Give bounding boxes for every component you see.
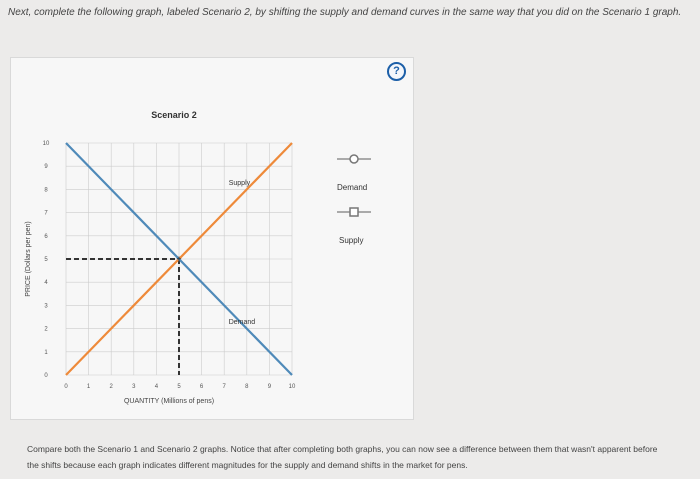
legend-supply-label: Supply bbox=[339, 236, 364, 245]
x-tick-label: 6 bbox=[200, 384, 204, 390]
x-tick-label: 4 bbox=[155, 384, 159, 390]
curve-annotation: Demand bbox=[229, 319, 256, 326]
legend-demand-label: Demand bbox=[337, 183, 368, 192]
y-tick-label: 5 bbox=[44, 257, 48, 263]
y-axis-label: PRICE (Dollars per pen) bbox=[25, 221, 32, 296]
help-button[interactable]: ? bbox=[387, 62, 406, 81]
x-tick-label: 2 bbox=[110, 384, 114, 390]
x-tick-label: 8 bbox=[245, 384, 249, 390]
instruction-text: Next, complete the following graph, labe… bbox=[8, 7, 682, 18]
y-tick-label: 7 bbox=[44, 211, 48, 217]
curve-annotation: Supply bbox=[229, 180, 251, 187]
x-tick-label: 10 bbox=[289, 384, 296, 390]
graph-panel bbox=[10, 57, 414, 420]
circle-marker-icon[interactable] bbox=[335, 152, 373, 166]
y-tick-label: 8 bbox=[44, 187, 48, 193]
y-tick-label: 6 bbox=[44, 234, 48, 240]
square-marker-icon[interactable] bbox=[335, 205, 373, 219]
x-tick-label: 7 bbox=[223, 384, 227, 390]
x-tick-label: 1 bbox=[87, 384, 91, 390]
y-tick-label: 3 bbox=[44, 303, 48, 309]
x-tick-label: 0 bbox=[64, 384, 68, 390]
y-tick-label: 0 bbox=[44, 373, 48, 379]
x-axis-label: QUANTITY (Millions of pens) bbox=[124, 398, 214, 405]
x-tick-label: 9 bbox=[268, 384, 272, 390]
demand-curve[interactable] bbox=[65, 142, 293, 376]
y-tick-label: 1 bbox=[44, 350, 48, 356]
y-tick-label: 9 bbox=[44, 164, 48, 170]
equilibrium-point[interactable]: + bbox=[176, 254, 181, 264]
y-tick-label: 10 bbox=[43, 141, 50, 147]
x-tick-label: 5 bbox=[177, 384, 181, 390]
compare-text: Compare both the Scenario 1 and Scenario… bbox=[27, 444, 658, 470]
y-tick-label: 2 bbox=[44, 327, 48, 333]
y-tick-label: 4 bbox=[44, 280, 48, 286]
chart-title: Scenario 2 bbox=[151, 110, 197, 120]
x-tick-label: 3 bbox=[132, 384, 136, 390]
